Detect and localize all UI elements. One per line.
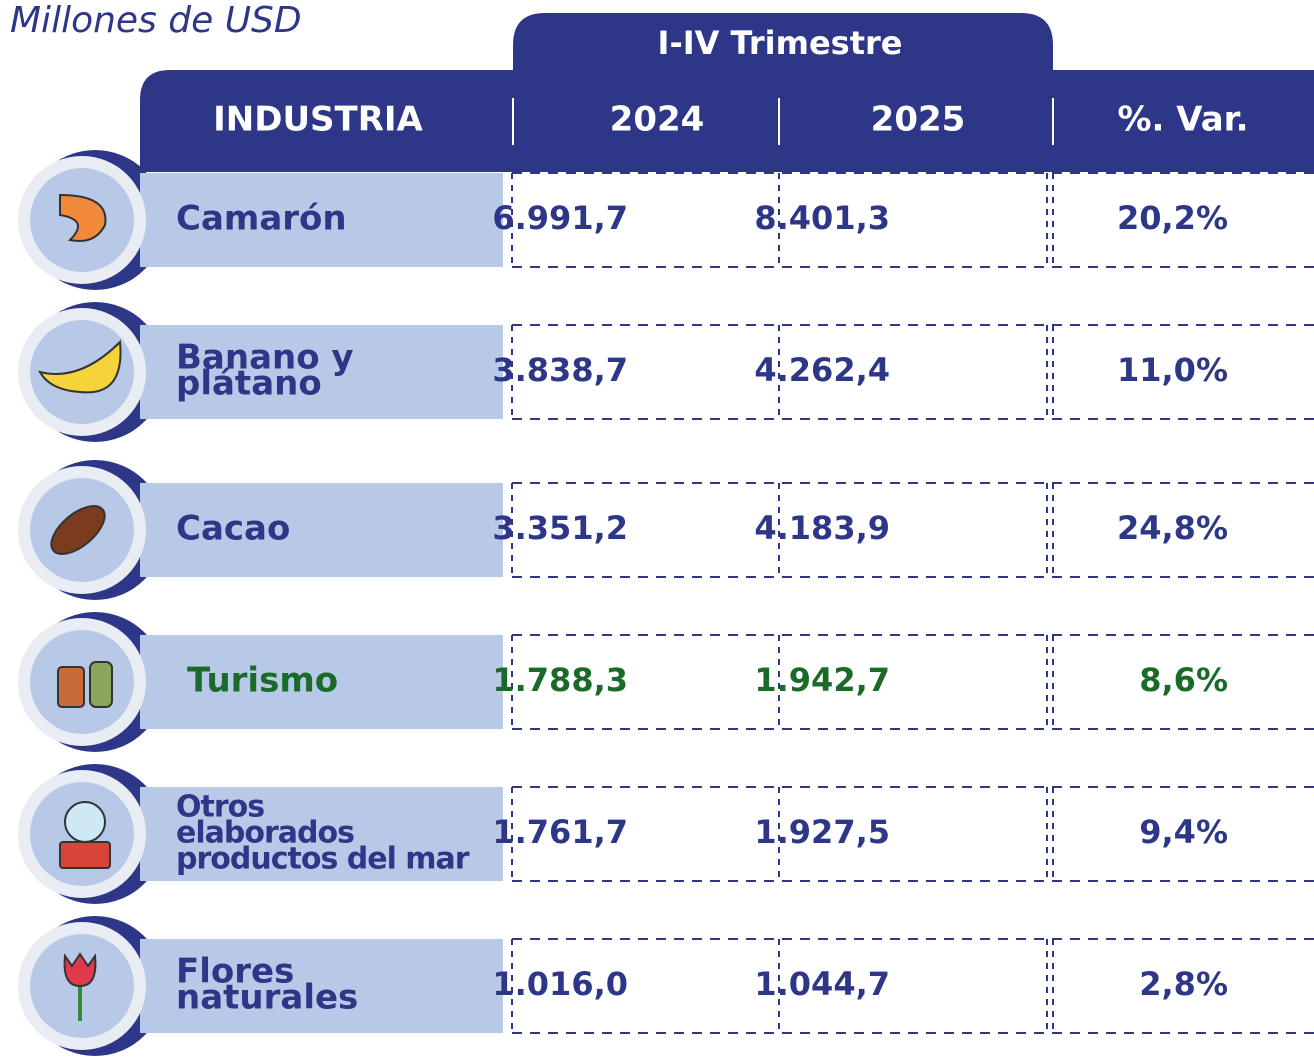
cell-value: 11,0% [1117, 351, 1228, 389]
industry-name: naturales [176, 978, 358, 1018]
industry-name: plátano [176, 364, 322, 404]
cell-value: 1.016,0 [492, 965, 628, 1003]
column-header: %. Var. [1117, 100, 1248, 140]
cell-borders [511, 938, 1314, 1034]
cell-value: 8,6% [1139, 661, 1228, 699]
group-label: I-IV Trimestre [658, 24, 903, 62]
cell-borders [511, 786, 1314, 882]
cell-borders [511, 172, 1314, 268]
unit-label: Millones de USD [10, 0, 302, 41]
icon-banana [38, 339, 122, 394]
column-header: 2024 [610, 100, 705, 140]
cell-value: 24,8% [1117, 509, 1228, 547]
icon-traveler [89, 661, 113, 708]
industry-name: Turismo [187, 661, 338, 701]
header-dividers [512, 98, 1054, 145]
column-header: INDUSTRIA [213, 100, 423, 140]
cell-borders [511, 324, 1314, 420]
cell-borders [511, 482, 1314, 578]
label-cell [140, 325, 503, 419]
label-cell [140, 635, 503, 729]
cell-value: 1.044,7 [754, 965, 890, 1003]
group-tab [513, 13, 1053, 70]
label-cell [140, 787, 503, 881]
industry-name: elaborados [176, 816, 354, 851]
cell-value: 1.942,7 [754, 661, 890, 699]
cell-value: 1.927,5 [754, 813, 890, 851]
cell-value: 4.183,9 [754, 509, 890, 547]
industry-name: Otros [176, 790, 264, 825]
industry-name: productos del mar [176, 842, 470, 877]
icon-globe [64, 801, 106, 843]
cell-value: 3.351,2 [492, 509, 628, 547]
cell-borders [511, 634, 1314, 730]
cell-value: 1.788,3 [492, 661, 628, 699]
cell-value: 9,4% [1139, 813, 1228, 851]
cell-value: 3.838,7 [492, 351, 628, 389]
icon-suitcase [57, 666, 85, 708]
icon-can [59, 841, 111, 869]
industry-name: Cacao [176, 509, 290, 549]
cell-value: 1.761,7 [492, 813, 628, 851]
icon-cacao [50, 505, 106, 555]
industry-name: Flores [176, 952, 294, 992]
cell-value: 20,2% [1117, 199, 1228, 237]
cell-value: 2,8% [1139, 965, 1228, 1003]
label-cell [140, 173, 503, 267]
header-bar [140, 70, 1314, 172]
cell-value: 4.262,4 [754, 351, 890, 389]
column-header: 2025 [871, 100, 966, 140]
industry-name: Banano y [176, 338, 354, 378]
cell-value: 6.991,7 [492, 199, 628, 237]
icon-flower [63, 952, 97, 988]
industry-name: Camarón [176, 199, 347, 239]
icon-shrimp [59, 193, 107, 242]
label-cell [140, 483, 503, 577]
label-cell [140, 939, 503, 1033]
cell-value: 8.401,3 [754, 199, 890, 237]
